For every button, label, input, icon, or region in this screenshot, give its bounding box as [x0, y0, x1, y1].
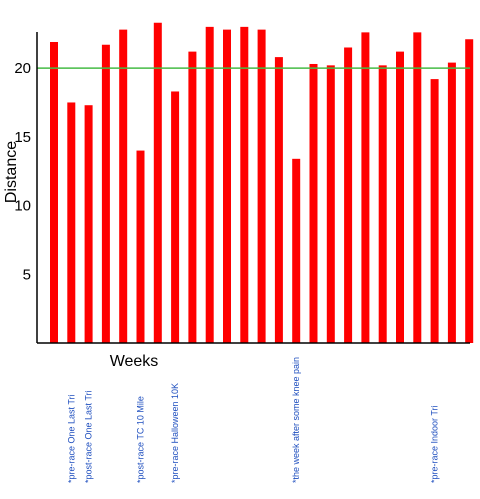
y-ticks-group: 5 10 15 20 [14, 60, 31, 283]
bar [413, 32, 422, 344]
bar [361, 32, 370, 344]
bar [67, 102, 76, 344]
bar [223, 29, 231, 343]
bar [344, 47, 353, 344]
bar [274, 57, 283, 344]
bar [188, 51, 197, 344]
bar-annotation: *the week after some knee pain [291, 357, 301, 483]
bar-annotation: *pre-race Halloween 10K [170, 383, 180, 483]
bar [171, 91, 180, 343]
bar [50, 41, 58, 344]
y-tick-label: 10 [14, 198, 31, 215]
bar-annotation: *pre-race Indoor Tri [430, 405, 440, 483]
bar-annotation: *post-race One Last Tri [84, 390, 94, 483]
y-tick-label: 20 [14, 60, 31, 77]
bar [205, 26, 214, 343]
annotations-group: *pre-race One Last Tri *post-race One Las… [66, 357, 439, 483]
y-axis-title: Distance [3, 141, 20, 203]
bar [326, 65, 335, 343]
bar [136, 150, 145, 343]
bar [119, 29, 128, 343]
bar-annotation: *pre-race One Last Tri [66, 394, 76, 483]
y-tick-label: 15 [14, 129, 31, 146]
bar-annotation: *post-race TC 10 Mile [136, 396, 146, 483]
bar [101, 44, 110, 344]
bar [378, 65, 387, 343]
bar [292, 158, 301, 343]
bar [430, 79, 439, 344]
bar [309, 63, 318, 344]
bars-group [50, 22, 474, 344]
x-axis-title: Weeks [110, 353, 159, 370]
bar [396, 51, 404, 344]
bar [465, 39, 474, 343]
bar [153, 22, 162, 344]
bar [240, 26, 249, 343]
bar [257, 29, 266, 343]
bar [84, 105, 93, 344]
y-tick-label: 5 [23, 266, 31, 283]
bar [447, 62, 456, 343]
